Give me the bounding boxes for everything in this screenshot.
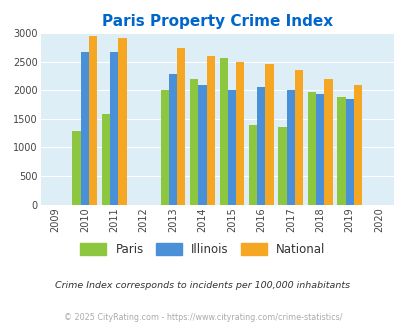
- Bar: [72, 131, 81, 205]
- Bar: [168, 74, 177, 205]
- Bar: [190, 79, 198, 205]
- Bar: [227, 90, 235, 205]
- Bar: [89, 36, 97, 205]
- Bar: [278, 127, 286, 205]
- Bar: [337, 97, 345, 205]
- Bar: [102, 114, 110, 205]
- Bar: [118, 38, 126, 205]
- Bar: [248, 125, 257, 205]
- Bar: [160, 90, 168, 205]
- Bar: [206, 56, 214, 205]
- Bar: [286, 90, 294, 205]
- Bar: [324, 79, 332, 205]
- Bar: [353, 85, 361, 205]
- Bar: [315, 94, 324, 205]
- Bar: [307, 92, 315, 205]
- Bar: [265, 64, 273, 205]
- Bar: [110, 52, 118, 205]
- Title: Paris Property Crime Index: Paris Property Crime Index: [101, 14, 332, 29]
- Text: Crime Index corresponds to incidents per 100,000 inhabitants: Crime Index corresponds to incidents per…: [55, 281, 350, 290]
- Bar: [345, 99, 353, 205]
- Bar: [81, 52, 89, 205]
- Legend: Paris, Illinois, National: Paris, Illinois, National: [75, 237, 330, 262]
- Text: © 2025 CityRating.com - https://www.cityrating.com/crime-statistics/: © 2025 CityRating.com - https://www.city…: [64, 313, 341, 322]
- Bar: [219, 58, 227, 205]
- Bar: [198, 85, 206, 205]
- Bar: [257, 87, 265, 205]
- Bar: [294, 70, 303, 205]
- Bar: [235, 62, 244, 205]
- Bar: [177, 48, 185, 205]
